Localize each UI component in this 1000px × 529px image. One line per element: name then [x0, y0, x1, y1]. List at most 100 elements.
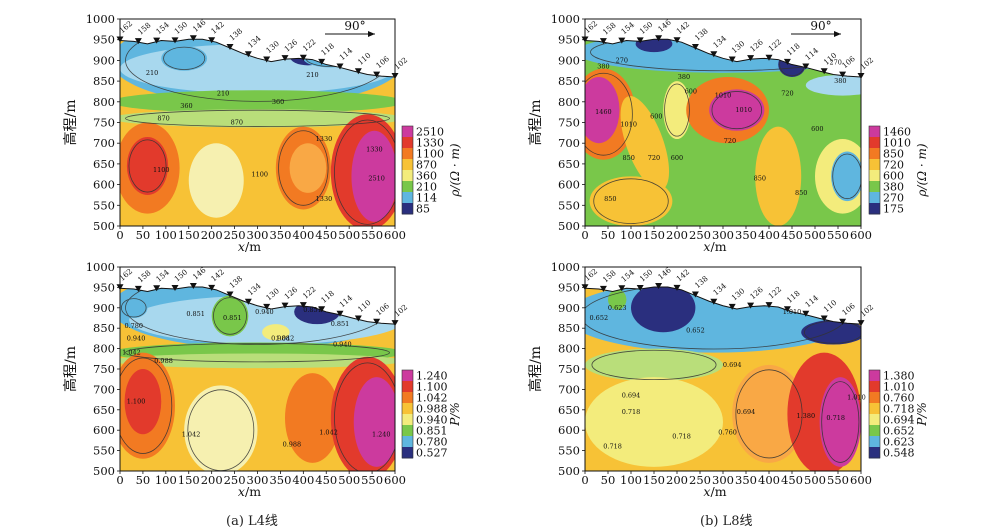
x-tick-label: 450 — [315, 228, 337, 242]
color-field — [120, 39, 395, 227]
station-marker — [673, 284, 681, 291]
y-tick-label: 900 — [93, 53, 115, 67]
contour-label: 1.042 — [182, 430, 201, 438]
station-label: 126 — [283, 285, 300, 301]
contour-line — [735, 369, 803, 459]
x-tick-label: 100 — [155, 473, 177, 487]
station-label: 114 — [803, 46, 820, 62]
colorbar-label: P/% — [448, 402, 462, 427]
x-tick-label: 250 — [224, 473, 246, 487]
x-tick-label: 400 — [292, 473, 314, 487]
x-tick-label: 400 — [758, 473, 780, 487]
station-marker — [636, 285, 644, 292]
y-tick-label: 1000 — [86, 12, 115, 26]
x-tick-label: 500 — [338, 473, 360, 487]
station-label: 158 — [136, 268, 153, 284]
station-marker — [263, 303, 271, 310]
y-tick-label: 600 — [93, 423, 115, 437]
y-tick-label: 850 — [93, 74, 115, 88]
y-tick-label: 750 — [93, 362, 115, 376]
contour-label: 720 — [648, 154, 660, 162]
station-marker — [783, 58, 791, 65]
station-label: 118 — [785, 289, 802, 305]
y-tick-label: 850 — [93, 321, 115, 335]
contour-label: 0.623 — [608, 304, 627, 312]
station-marker — [208, 284, 216, 291]
x-tick-label: 600 — [850, 228, 872, 242]
x-tick-label: 50 — [136, 228, 151, 242]
contour-label: 1.042 — [319, 428, 338, 436]
station-marker — [839, 71, 847, 78]
station-label: 118 — [319, 289, 336, 305]
colorbar-swatch — [402, 403, 413, 415]
panel-a-top: 2102102103603608708701100110013301330133… — [62, 12, 462, 254]
colorbar-label: ρ/(Ω · m) — [915, 143, 929, 198]
x-tick-label: 550 — [361, 473, 383, 487]
x-tick-label: 200 — [666, 473, 688, 487]
x-tick-label: 600 — [384, 473, 406, 487]
y-tick-label: 950 — [93, 280, 115, 294]
station-marker — [673, 37, 681, 44]
color-field — [585, 39, 861, 226]
y-tick-label: 750 — [558, 116, 580, 130]
station-marker — [134, 285, 142, 292]
y-tick-label: 700 — [93, 136, 115, 150]
x-tick-label: 600 — [384, 228, 406, 242]
station-label: 142 — [209, 267, 226, 283]
contour-line — [213, 297, 247, 335]
y-tick-label: 900 — [558, 53, 580, 67]
contour-label: 1.042 — [276, 334, 295, 342]
contour-label: 600 — [671, 154, 683, 162]
colorbar-swatch — [869, 181, 880, 193]
station-marker — [710, 51, 718, 58]
contour-label: 270 — [616, 56, 628, 64]
x-tick-label: 400 — [758, 228, 780, 242]
x-tick-label: 50 — [601, 473, 616, 487]
station-marker — [336, 63, 344, 70]
colorbar-tick-label: 1.380 — [883, 370, 915, 383]
contour-label: 850 — [795, 189, 807, 197]
station-marker — [171, 37, 179, 44]
field-region — [755, 126, 802, 226]
caption-a: (a) L4线 — [226, 514, 278, 529]
x-tick-label: 350 — [735, 228, 757, 242]
contour-label: 850 — [622, 154, 634, 162]
station-marker — [244, 298, 252, 305]
colorbar-swatch — [402, 137, 413, 149]
x-tick-label: 500 — [804, 228, 826, 242]
y-tick-label: 900 — [558, 301, 580, 315]
y-tick-label: 1000 — [551, 260, 580, 274]
direction-label: 90° — [810, 19, 831, 33]
contour-label: 0.652 — [686, 326, 705, 334]
station-label: 154 — [154, 20, 171, 36]
x-tick-label: 0 — [116, 228, 123, 242]
contour-line — [125, 109, 390, 127]
y-tick-label: 800 — [93, 95, 115, 109]
station-marker — [318, 58, 326, 65]
colorbar-tick-label: 1330 — [416, 137, 444, 150]
field-region — [353, 377, 395, 467]
field-region — [620, 96, 670, 191]
station-label: 154 — [154, 268, 171, 284]
colorbar-tick-label: 1.042 — [416, 392, 448, 405]
station-label: 130 — [264, 39, 281, 55]
colorbar-tick-label: 210 — [416, 181, 437, 194]
contour-label: 210 — [306, 71, 318, 79]
y-tick-label: 600 — [558, 178, 580, 192]
x-tick-label: 450 — [781, 228, 803, 242]
contour-line — [334, 119, 395, 225]
colorbar-swatch — [402, 148, 413, 160]
ground-surface-line — [119, 286, 396, 325]
station-marker — [747, 302, 755, 309]
colorbar-tick-label: 1.100 — [416, 381, 448, 394]
contour-label: 270 — [829, 59, 841, 67]
y-axis-label: 高程/m — [62, 346, 79, 392]
station-marker — [783, 306, 791, 313]
station-label: 134 — [711, 281, 728, 297]
station-marker — [655, 282, 663, 289]
field-region — [709, 89, 765, 131]
colorbar-swatch — [402, 159, 413, 171]
station-label: 114 — [803, 293, 820, 309]
colorbar-swatch — [869, 159, 880, 171]
station-marker — [599, 285, 607, 292]
